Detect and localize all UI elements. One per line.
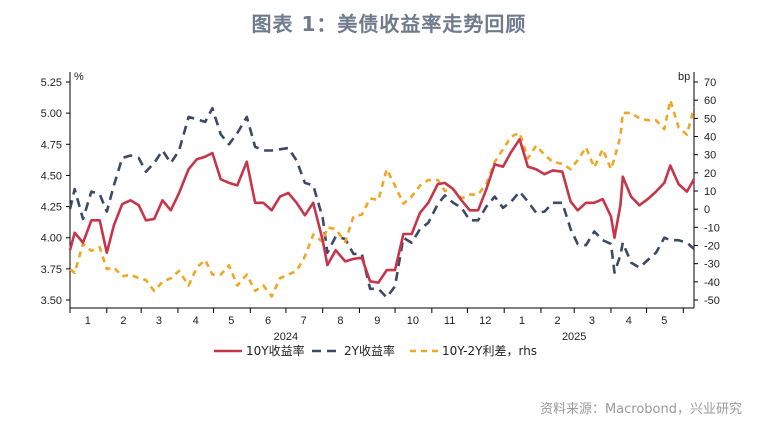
right-tick-label: 60	[704, 95, 716, 107]
left-tick-label: 3.75	[41, 264, 62, 276]
x-month-label: 1	[85, 315, 91, 327]
x-month-label: 1	[519, 315, 525, 327]
right-tick-label: 40	[704, 132, 716, 144]
right-tick-label: 0	[704, 204, 710, 216]
x-month-label: 11	[444, 315, 455, 327]
x-month-label: 4	[626, 315, 632, 327]
left-tick-label: 5.00	[41, 108, 62, 120]
right-tick-label: 30	[704, 150, 716, 162]
x-month-label: 5	[661, 315, 667, 327]
x-month-label: 3	[589, 315, 595, 327]
right-tick-label: 50	[704, 113, 716, 125]
source-note: 资料来源：Macrobond，兴业研究	[539, 402, 742, 417]
x-month-label: 2	[120, 315, 126, 327]
x-month-label: 10	[407, 315, 419, 327]
x-month-label: 7	[301, 315, 307, 327]
right-tick-label: 70	[704, 77, 716, 89]
x-month-label: 6	[265, 315, 271, 327]
left-tick-label: 4.75	[41, 139, 62, 151]
right-tick-label: 20	[704, 168, 716, 180]
x-month-label: 12	[479, 315, 491, 327]
series-line-2	[69, 98, 696, 298]
left-tick-label: 4.50	[41, 170, 62, 182]
x-month-label: 3	[156, 315, 162, 327]
right-unit-label: bp	[678, 71, 690, 83]
x-month-label: 2	[555, 315, 561, 327]
left-unit-label: %	[74, 71, 84, 83]
left-tick-label: 3.50	[41, 295, 62, 307]
left-tick-label: 4.25	[41, 202, 62, 214]
right-tick-label: -30	[704, 259, 720, 271]
legend-label-1: 2Y收益率	[344, 343, 395, 358]
x-month-label: 5	[228, 315, 234, 327]
chart-title: 图表 1：美债收益率走势回顾	[251, 12, 527, 36]
right-tick-label: -10	[704, 222, 720, 234]
x-month-label: 8	[337, 315, 343, 327]
right-tick-label: -50	[704, 295, 720, 307]
legend-label-0: 10Y收益率	[246, 343, 305, 358]
x-month-label: 9	[374, 315, 380, 327]
legend-label-2: 10Y-2Y利差，rhs	[442, 344, 537, 358]
x-year-label: 2024	[274, 331, 298, 343]
x-month-label: 4	[193, 315, 199, 327]
right-tick-label: -20	[704, 241, 720, 253]
right-tick-label: -40	[704, 277, 720, 289]
series-line-0	[68, 138, 696, 284]
left-tick-label: 4.00	[41, 233, 62, 245]
x-year-label: 2025	[562, 331, 586, 343]
left-tick-label: 5.25	[41, 77, 62, 89]
right-tick-label: 10	[704, 186, 716, 198]
